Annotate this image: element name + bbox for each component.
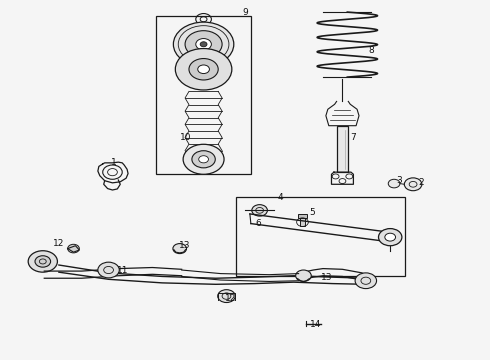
Text: 8: 8 — [369, 46, 374, 55]
Circle shape — [185, 31, 222, 58]
Text: 13: 13 — [321, 273, 333, 282]
Circle shape — [173, 22, 234, 66]
Circle shape — [192, 151, 215, 168]
Circle shape — [196, 39, 211, 50]
Circle shape — [68, 244, 79, 253]
Text: 2: 2 — [418, 178, 424, 187]
Circle shape — [218, 290, 235, 302]
Circle shape — [189, 59, 218, 80]
Text: 10: 10 — [180, 133, 191, 142]
Circle shape — [252, 204, 268, 216]
Circle shape — [28, 251, 57, 272]
Circle shape — [295, 270, 311, 282]
Circle shape — [183, 144, 224, 174]
Text: 1: 1 — [111, 158, 116, 167]
Text: 14: 14 — [310, 320, 321, 329]
Text: 4: 4 — [277, 193, 283, 202]
Bar — [300, 218, 305, 226]
Text: 7: 7 — [350, 133, 356, 142]
Circle shape — [173, 244, 187, 253]
Circle shape — [404, 178, 422, 191]
Text: 13: 13 — [179, 240, 190, 249]
Text: 9: 9 — [242, 8, 248, 17]
Circle shape — [98, 262, 119, 278]
Circle shape — [198, 65, 209, 73]
Bar — [337, 126, 348, 172]
Circle shape — [378, 229, 402, 246]
Bar — [156, 17, 251, 174]
Text: 12: 12 — [225, 294, 236, 303]
Text: 11: 11 — [117, 266, 128, 275]
Circle shape — [200, 42, 207, 47]
Circle shape — [355, 273, 376, 289]
Bar — [236, 197, 405, 276]
Circle shape — [175, 49, 232, 90]
Text: 5: 5 — [309, 208, 315, 217]
Circle shape — [388, 179, 400, 188]
Circle shape — [385, 233, 395, 241]
Text: 6: 6 — [255, 219, 261, 228]
Text: 12: 12 — [53, 239, 65, 248]
Bar — [297, 214, 307, 218]
Circle shape — [199, 156, 208, 163]
Circle shape — [35, 256, 50, 267]
Text: 3: 3 — [396, 176, 402, 185]
